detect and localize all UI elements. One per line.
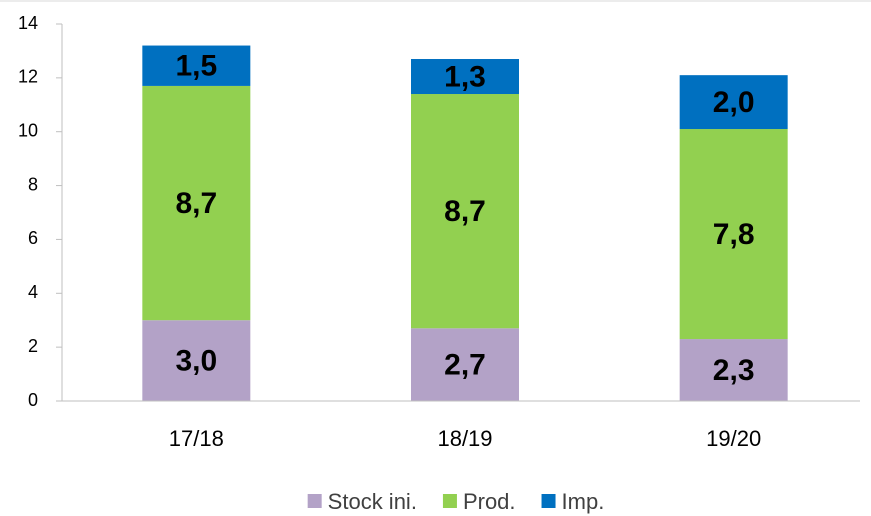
value-label: 2,0	[713, 86, 755, 119]
y-tick-label: 12	[18, 67, 38, 87]
bar-segment	[411, 94, 519, 329]
legend-label: Prod.	[463, 489, 516, 514]
bar-segment	[679, 339, 788, 401]
y-tick-label: 0	[28, 390, 38, 410]
legend-swatch	[442, 494, 457, 508]
x-tick-label: 18/19	[437, 426, 492, 451]
bar-segment	[411, 328, 519, 401]
legend-label: Stock ini.	[328, 489, 417, 514]
y-tick-label: 4	[28, 282, 38, 302]
value-label: 2,3	[713, 354, 755, 387]
y-tick-label: 6	[28, 228, 38, 248]
legend-swatch	[307, 494, 322, 508]
value-label: 8,7	[175, 187, 217, 220]
bar-segment	[679, 129, 788, 340]
value-label: 3,0	[175, 345, 217, 378]
y-tick-label: 8	[28, 174, 38, 194]
value-label: 7,8	[713, 218, 755, 251]
value-label: 1,3	[444, 60, 486, 93]
y-tick-label: 10	[18, 120, 38, 140]
value-label: 2,7	[444, 349, 486, 382]
legend-swatch	[541, 494, 556, 508]
value-label: 1,5	[175, 50, 217, 83]
bar-segment	[679, 75, 788, 130]
legend-label: Imp.	[562, 489, 605, 514]
bar-segment	[411, 59, 519, 95]
x-tick-label: 17/18	[169, 426, 224, 451]
value-label: 8,7	[444, 195, 486, 228]
bar-segment	[142, 85, 251, 321]
y-tick-label: 2	[28, 336, 38, 356]
bar-segment	[142, 45, 251, 86]
bar-segment	[142, 320, 251, 401]
y-tick-label: 14	[18, 13, 38, 33]
x-tick-label: 19/20	[706, 426, 761, 451]
